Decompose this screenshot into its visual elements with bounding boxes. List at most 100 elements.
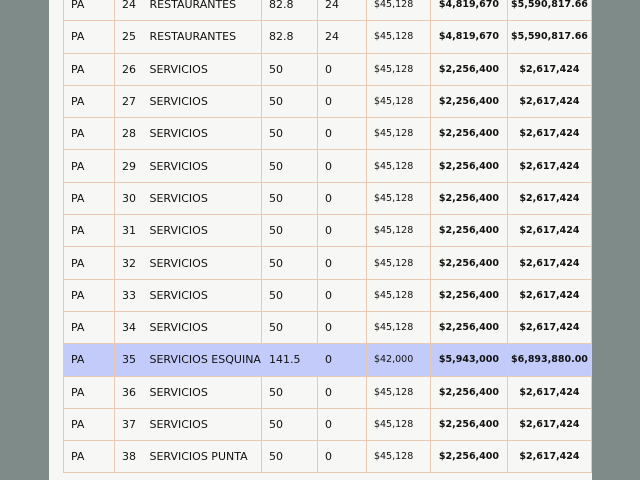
lot-use: SERVICIOS ESQUINA — [149, 353, 261, 367]
extra-cell: 0 — [316, 278, 367, 312]
area-cell: 50 — [260, 278, 318, 312]
table-row: PA 28 SERVICIOS 50 0 $45,128 $2,256,400 … — [63, 117, 592, 151]
price-per-m2-cell: $45,128 — [365, 149, 431, 183]
total-cell: $2,617,424 — [506, 117, 592, 151]
area-cell: 50 — [260, 117, 318, 151]
lot-cell: 35 SERVICIOS ESQUINA — [114, 343, 262, 377]
zone-cell: PA — [63, 0, 115, 22]
table-row: PA 24 RESTAURANTES 82.8 24 $45,128 $4,81… — [63, 0, 592, 22]
table-row: PA 30 SERVICIOS 50 0 $45,128 $2,256,400 … — [63, 181, 592, 216]
zone-cell: PA — [63, 407, 115, 442]
lot-number: 30 — [122, 191, 136, 205]
price-per-m2-cell: $45,128 — [365, 214, 431, 248]
zone-cell: PA — [63, 343, 115, 377]
zone-cell: PA — [63, 117, 115, 151]
lot-number: 25 — [122, 30, 136, 44]
lot-number: 36 — [122, 385, 136, 399]
price-per-m2-cell: $45,128 — [365, 278, 431, 312]
price-per-m2-cell: $45,128 — [365, 310, 431, 345]
lot-number: 24 — [122, 0, 136, 12]
table-row: PA 33 SERVICIOS 50 0 $45,128 $2,256,400 … — [63, 278, 592, 312]
lot-cell: 26 SERVICIOS — [114, 52, 262, 86]
lot-use: SERVICIOS — [149, 256, 208, 270]
lot-use: SERVICIOS — [149, 127, 208, 141]
table-row: PA 26 SERVICIOS 50 0 $45,128 $2,256,400 … — [63, 52, 592, 86]
total-cell: $2,617,424 — [506, 84, 592, 119]
area-cell: 50 — [260, 375, 318, 409]
extra-cell: 0 — [316, 407, 367, 442]
area-cell: 50 — [260, 407, 318, 442]
total-cell: $5,590,817.66 — [506, 20, 592, 54]
zone-cell: PA — [63, 149, 115, 183]
table-row: PA 32 SERVICIOS 50 0 $45,128 $2,256,400 … — [63, 246, 592, 280]
zone-cell: PA — [63, 181, 115, 216]
lot-cell: 37 SERVICIOS — [114, 407, 262, 442]
price-per-m2-cell: $45,128 — [365, 117, 431, 151]
lot-use: SERVICIOS — [149, 62, 208, 76]
subtotal-cell: $2,256,400 — [429, 246, 508, 280]
lot-use: SERVICIOS PUNTA — [149, 450, 248, 464]
extra-cell: 0 — [316, 149, 367, 183]
extra-cell: 0 — [316, 214, 367, 248]
total-cell: $2,617,424 — [506, 310, 592, 345]
price-per-m2-cell: $42,000 — [365, 343, 431, 377]
extra-cell: 0 — [316, 117, 367, 151]
price-per-m2-cell: $45,128 — [365, 0, 431, 22]
price-per-m2-cell: $45,128 — [365, 375, 431, 409]
extra-cell: 0 — [316, 310, 367, 345]
area-cell: 50 — [260, 52, 318, 86]
lot-use: SERVICIOS — [149, 321, 208, 335]
subtotal-cell: $4,819,670 — [429, 20, 508, 54]
table-row: PA 36 SERVICIOS 50 0 $45,128 $2,256,400 … — [63, 375, 592, 409]
zone-cell: PA — [63, 440, 115, 474]
price-list-page: PA 24 RESTAURANTES 82.8 24 $45,128 $4,81… — [49, 0, 592, 480]
lot-use: SERVICIOS — [149, 418, 208, 431]
table-row: PA 37 SERVICIOS 50 0 $45,128 $2,256,400 … — [63, 407, 592, 442]
lot-cell: 29 SERVICIOS — [114, 149, 262, 183]
price-per-m2-cell: $45,128 — [365, 84, 431, 119]
subtotal-cell: $2,256,400 — [429, 407, 508, 442]
zone-cell: PA — [63, 278, 115, 312]
lot-number: 26 — [122, 62, 136, 76]
lot-cell: 30 SERVICIOS — [114, 181, 262, 216]
price-per-m2-cell: $45,128 — [365, 407, 431, 442]
lot-cell: 32 SERVICIOS — [114, 246, 262, 280]
lot-number: 28 — [122, 127, 136, 141]
lot-number: 37 — [122, 418, 136, 431]
price-per-m2-cell: $45,128 — [365, 181, 431, 216]
price-per-m2-cell: $45,128 — [365, 20, 431, 54]
extra-cell: 0 — [316, 181, 367, 216]
area-cell: 50 — [260, 310, 318, 345]
lot-cell: 36 SERVICIOS — [114, 375, 262, 409]
table-row: PA 25 RESTAURANTES 82.8 24 $45,128 $4,81… — [63, 20, 592, 54]
area-cell: 50 — [260, 214, 318, 248]
subtotal-cell: $2,256,400 — [429, 181, 508, 216]
lot-use: RESTAURANTES — [149, 0, 237, 12]
lot-number: 32 — [122, 256, 136, 270]
lot-cell: 31 SERVICIOS — [114, 214, 262, 248]
extra-cell: 0 — [316, 246, 367, 280]
table-row: PA 27 SERVICIOS 50 0 $45,128 $2,256,400 … — [63, 84, 592, 119]
lot-number: 38 — [122, 450, 136, 464]
lot-use: SERVICIOS — [149, 191, 208, 205]
total-cell: $2,617,424 — [506, 375, 592, 409]
lot-number: 33 — [122, 288, 136, 302]
zone-cell: PA — [63, 214, 115, 248]
table-row: PA 35 SERVICIOS ESQUINA 141.5 0 $42,000 … — [63, 343, 592, 377]
area-cell: 82.8 — [260, 20, 318, 54]
extra-cell: 0 — [316, 343, 367, 377]
area-cell: 50 — [260, 181, 318, 216]
lot-use: SERVICIOS — [149, 224, 208, 238]
lot-cell: 34 SERVICIOS — [114, 310, 262, 345]
price-per-m2-cell: $45,128 — [365, 440, 431, 474]
extra-cell: 0 — [316, 440, 367, 474]
price-table: PA 24 RESTAURANTES 82.8 24 $45,128 $4,81… — [63, 0, 592, 474]
lot-use: SERVICIOS — [149, 95, 208, 109]
zone-cell: PA — [63, 310, 115, 345]
extra-cell: 0 — [316, 84, 367, 119]
lot-cell: 28 SERVICIOS — [114, 117, 262, 151]
lot-cell: 33 SERVICIOS — [114, 278, 262, 312]
extra-cell: 24 — [316, 20, 367, 54]
area-cell: 82.8 — [260, 0, 318, 22]
subtotal-cell: $4,819,670 — [429, 0, 508, 22]
